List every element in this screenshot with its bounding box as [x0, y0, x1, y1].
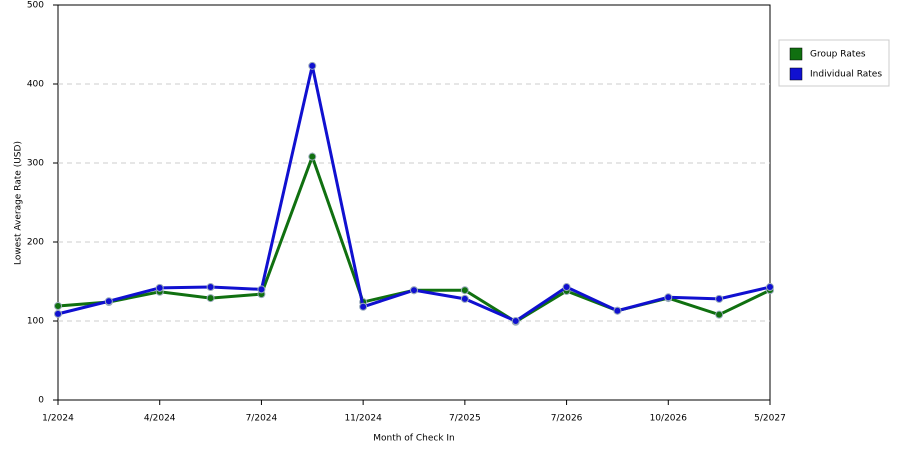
data-point — [54, 301, 62, 310]
x-tick-label: 10/2026 — [650, 414, 688, 424]
x-tick-label: 7/2025 — [449, 414, 481, 424]
data-point — [410, 286, 418, 295]
x-tick-label: 11/2024 — [344, 414, 382, 424]
y-axis-label: Lowest Average Rate (USD) — [14, 141, 24, 265]
data-point — [155, 283, 164, 292]
data-point — [308, 152, 317, 161]
data-point — [308, 61, 317, 70]
data-point — [206, 283, 215, 292]
y-tick-label: 500 — [27, 1, 44, 11]
data-point — [54, 309, 62, 318]
x-tick-label: 4/2024 — [144, 414, 176, 424]
plot-frame — [57, 4, 771, 401]
x-tick-label: 1/2024 — [42, 414, 74, 424]
x-tick-label: 7/2024 — [246, 414, 278, 424]
data-point — [359, 302, 368, 311]
x-axis-label: Month of Check In — [373, 434, 455, 444]
x-tick-label: 5/2027 — [754, 414, 786, 424]
data-point — [460, 286, 469, 295]
data-point — [460, 294, 469, 303]
y-tick-label: 300 — [27, 159, 44, 169]
y-tick-label: 400 — [27, 80, 44, 90]
legend-swatch — [789, 67, 803, 81]
data-point — [511, 317, 520, 325]
x-tick-label: 7/2026 — [551, 414, 583, 424]
data-point — [104, 297, 113, 306]
data-point — [766, 283, 774, 292]
data-point — [206, 294, 215, 303]
legend-label: Group Rates — [810, 50, 866, 60]
data-point — [715, 294, 724, 303]
data-point — [715, 310, 724, 319]
data-point — [562, 283, 571, 292]
y-tick-label: 200 — [27, 238, 44, 248]
y-tick-label: 0 — [38, 396, 44, 406]
legend-label: Individual Rates — [810, 70, 882, 80]
legend-swatch — [789, 47, 803, 61]
y-tick-label: 100 — [27, 317, 44, 327]
data-point — [257, 285, 266, 294]
data-point — [613, 306, 622, 315]
data-point — [664, 293, 673, 302]
